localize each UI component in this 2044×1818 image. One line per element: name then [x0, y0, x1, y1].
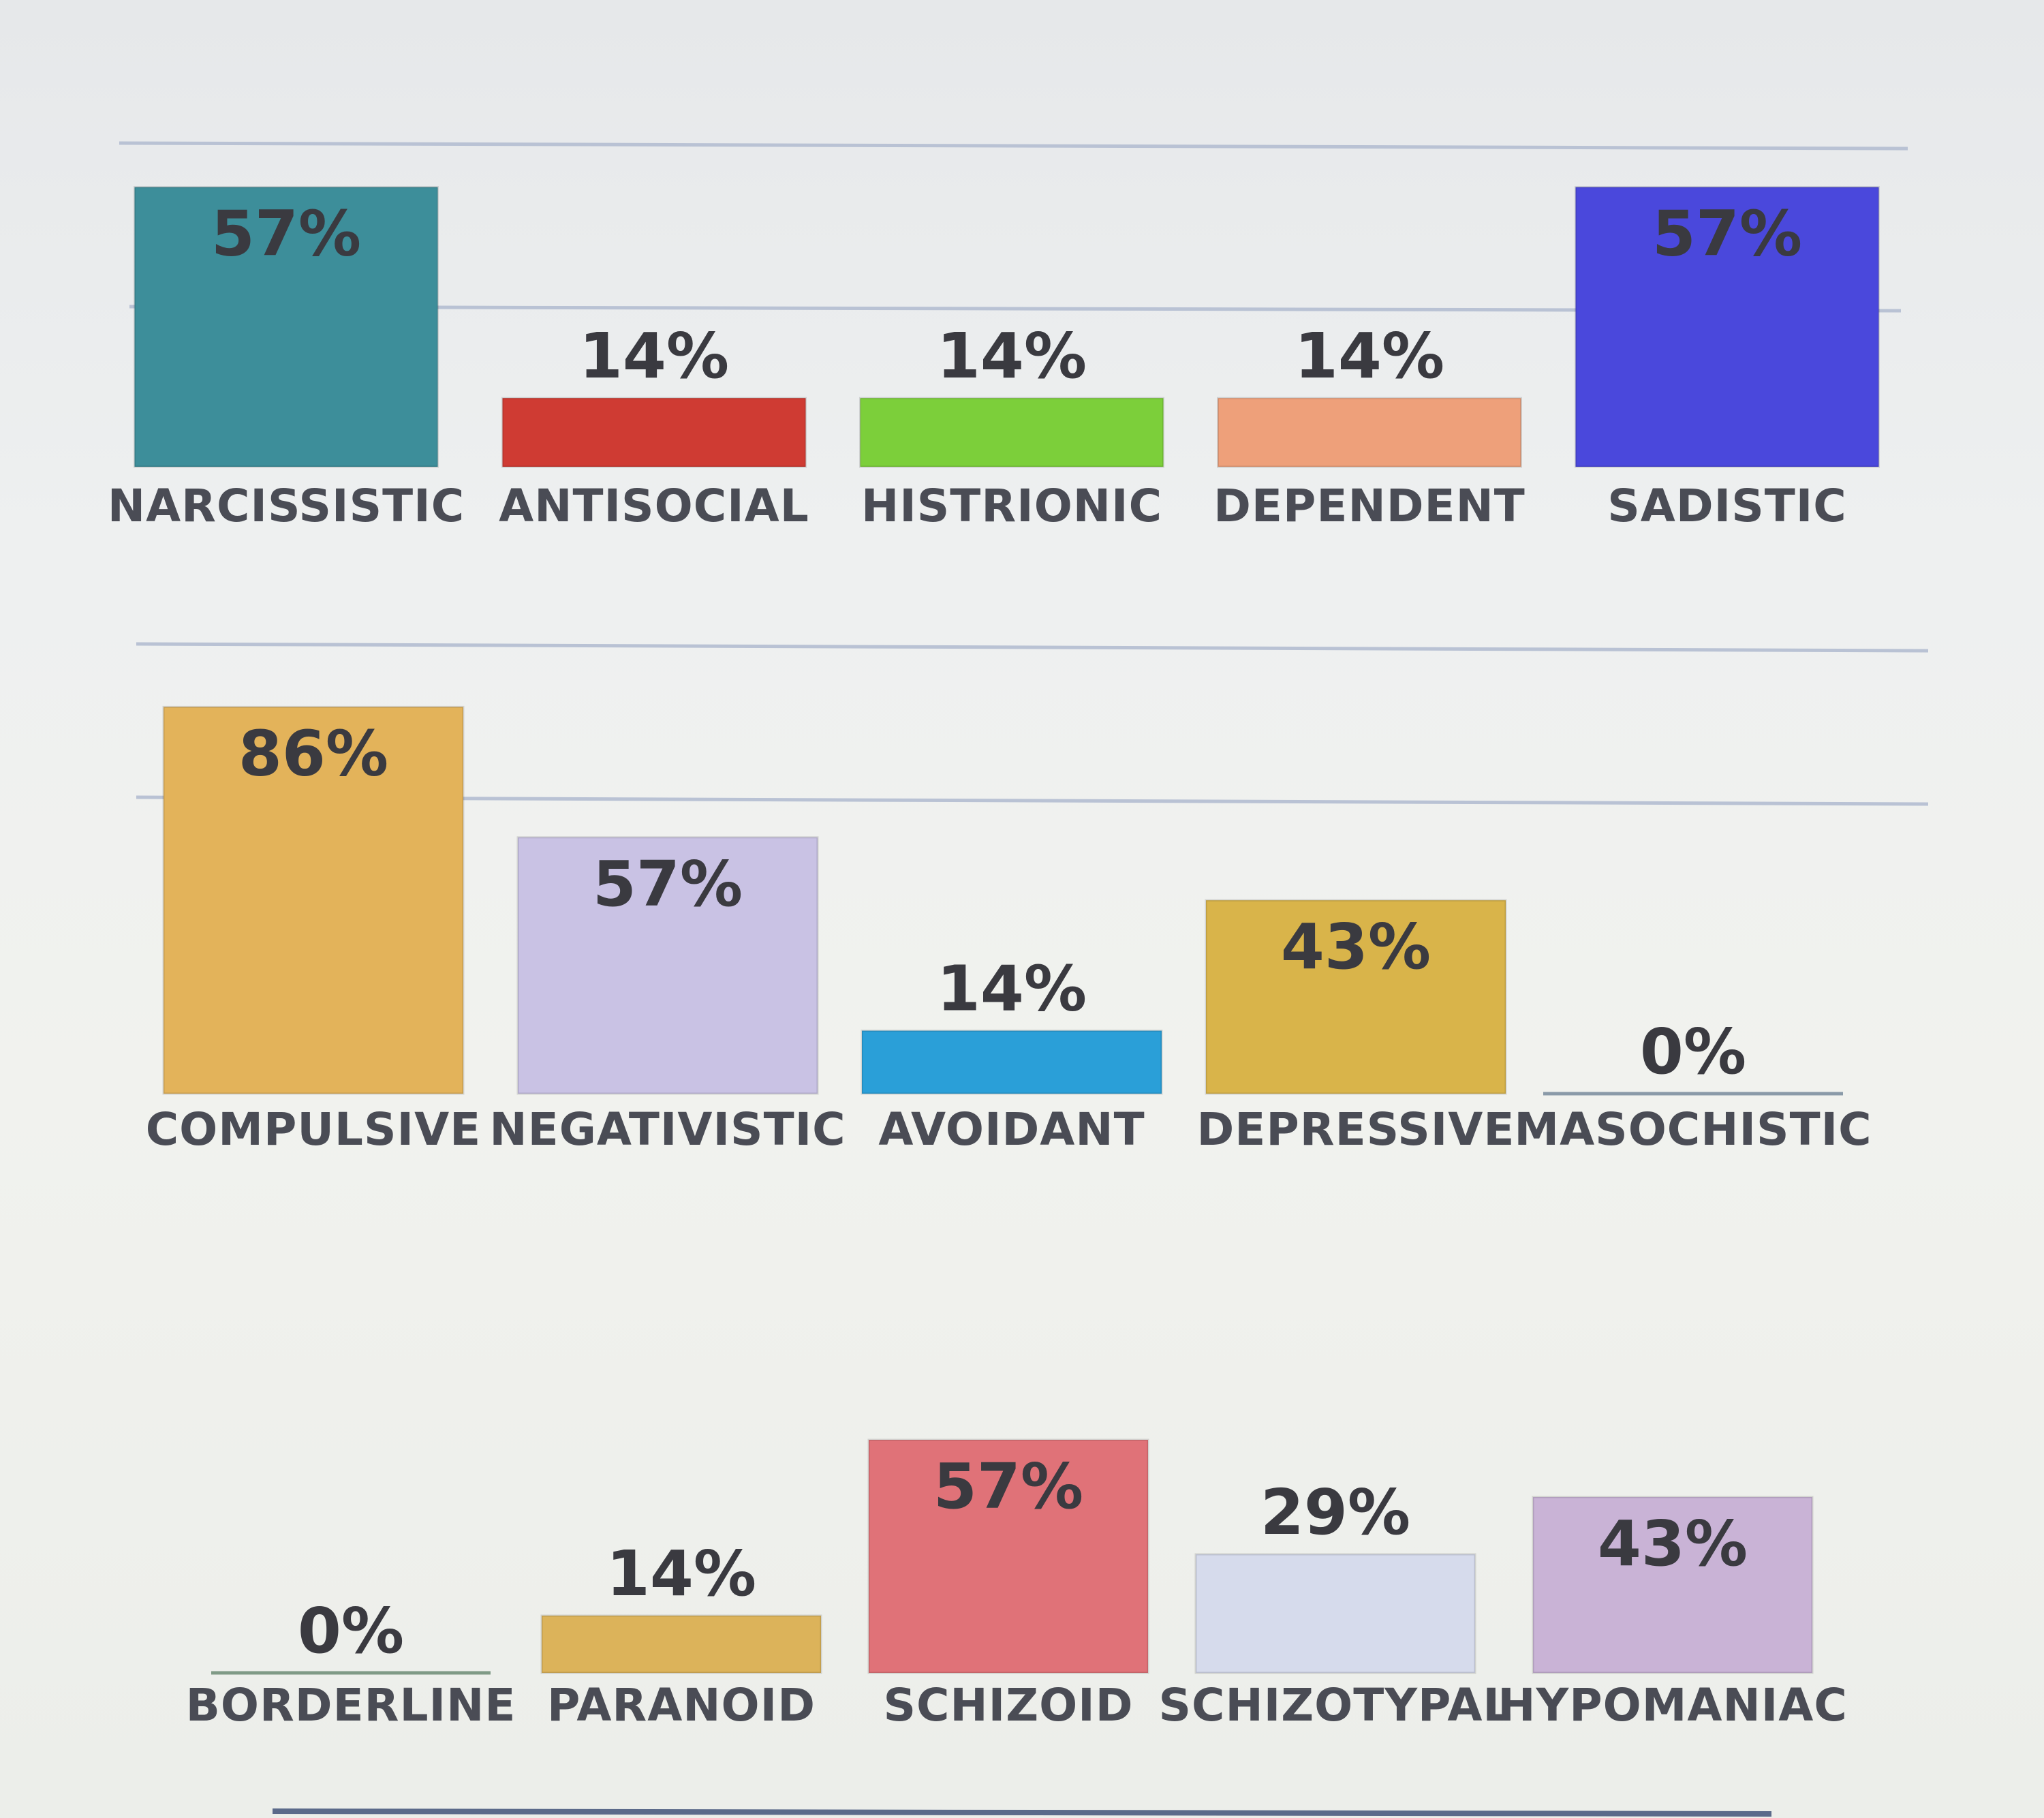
- value-label-compulsive: 86%: [238, 717, 388, 790]
- category-label-paranoid: PARANOID: [547, 1679, 816, 1731]
- value-label-dependent: 14%: [1295, 320, 1444, 392]
- bar-antisocial: [501, 397, 807, 468]
- value-label-borderline: 0%: [298, 1594, 404, 1667]
- bar-depressive: [1205, 899, 1507, 1095]
- category-label-masochistic: MASOCHISTIC: [1514, 1103, 1872, 1156]
- bar-schizotypal: [1194, 1553, 1476, 1674]
- value-label-depressive: 43%: [1281, 910, 1431, 983]
- category-label-compulsive: COMPULSIVE: [146, 1103, 482, 1156]
- category-label-borderline: BORDERLINE: [186, 1679, 516, 1731]
- value-label-schizotypal: 29%: [1260, 1476, 1410, 1549]
- value-label-masochistic: 0%: [1640, 1015, 1746, 1088]
- bar-negativistic: [516, 836, 819, 1095]
- category-label-antisocial: ANTISOCIAL: [499, 480, 809, 532]
- category-label-narcissistic: NARCISSISTIC: [108, 480, 465, 532]
- value-label-negativistic: 57%: [593, 848, 743, 921]
- category-label-negativistic: NEGATIVISTIC: [489, 1103, 846, 1156]
- category-label-schizoid: SCHIZOID: [883, 1679, 1133, 1731]
- chart-panel-1: 57% NARCISSISTIC 14% ANTISOCIAL 14% HISTRIONI…: [108, 186, 1880, 532]
- gridline-3: [136, 642, 1929, 653]
- bar-histrionic: [859, 397, 1164, 468]
- bar-hypomaniac: [1532, 1496, 1814, 1674]
- value-label-schizoid: 57%: [933, 1450, 1083, 1523]
- value-label-avoidant: 14%: [937, 953, 1087, 1026]
- bar-compulsive: [162, 705, 465, 1095]
- category-label-schizotypal: SCHIZOTYPAL: [1159, 1679, 1513, 1731]
- chart-panel-3: 0% BORDERLINE 14% PARANOID 57% SCHIZOID 29% SCH…: [186, 1438, 1848, 1731]
- bar-sadistic: [1575, 186, 1880, 468]
- category-label-dependent: DEPENDENT: [1213, 480, 1526, 532]
- category-label-sadistic: SADISTIC: [1607, 480, 1847, 532]
- bar-narcissistic: [134, 186, 439, 468]
- value-label-antisocial: 14%: [579, 320, 729, 392]
- category-label-avoidant: AVOIDANT: [878, 1103, 1145, 1156]
- value-label-sadistic: 57%: [1652, 198, 1802, 271]
- bar-paranoid: [540, 1614, 822, 1674]
- chart-panels: 57% NARCISSISTIC 14% ANTISOCIAL 14% HISTRIONI…: [108, 186, 1880, 1731]
- value-label-narcissistic: 57%: [211, 198, 361, 271]
- bottom-edge-line: [272, 1808, 1772, 1817]
- value-label-hypomaniac: 43%: [1598, 1507, 1748, 1580]
- gridline-1: [119, 141, 1908, 151]
- bar-dependent: [1217, 397, 1522, 468]
- value-label-paranoid: 14%: [606, 1537, 756, 1610]
- category-label-histrionic: HISTRIONIC: [861, 480, 1162, 532]
- value-label-histrionic: 14%: [937, 320, 1087, 392]
- category-label-depressive: DEPRESSIVE: [1197, 1103, 1515, 1156]
- category-label-hypomaniac: HYPOMANIAC: [1498, 1679, 1848, 1731]
- bar-avoidant: [861, 1030, 1163, 1095]
- chart-panel-2: 86% COMPULSIVE 57% NEGATIVISTIC 14% AVOIDANT 4…: [146, 705, 1872, 1156]
- bar-schizoid: [867, 1438, 1149, 1674]
